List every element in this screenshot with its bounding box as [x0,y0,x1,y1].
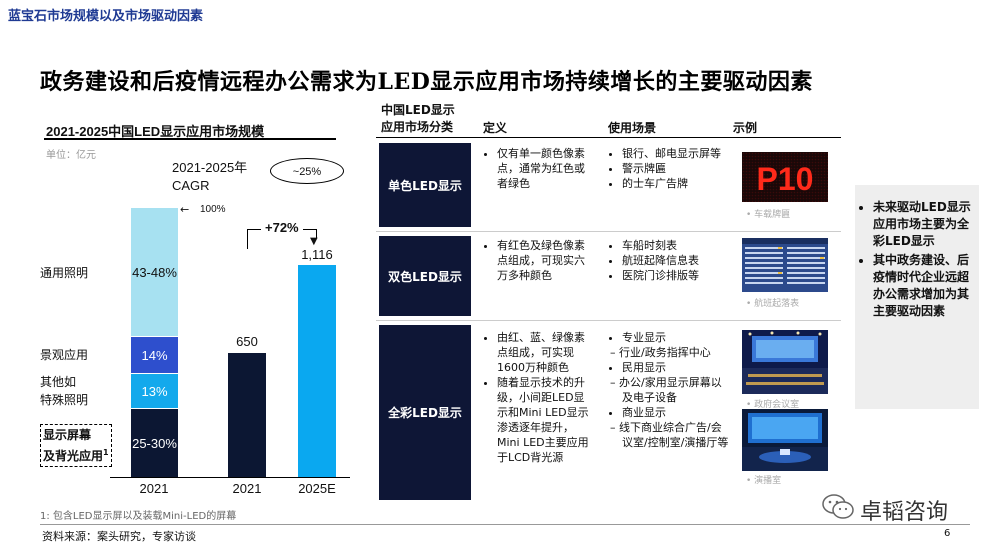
caption-studio: • 演播室 [746,476,782,486]
x-label-2021: 2021 [232,481,262,496]
arrow-down-icon: ▼ [310,236,318,247]
category-monochrome: 单色LED显示 [379,143,471,227]
unit-label: 单位：亿元 [46,150,96,161]
caption-government-room: • 政府会议室 [746,400,800,410]
scenes-monochrome: 银行、邮电显示屏等 警示牌匾 的士车广告牌 [608,146,728,191]
section-header: 蓝宝石市场规模以及市场驱动因素 [8,9,204,24]
takeaway-item: 未来驱动LED显示应用市场主要为全彩LED显示 [873,199,979,250]
definition-bicolor: 有红色及绿色像素点组成，可现实六万多种颜色 [483,238,595,283]
example-image-studio [742,409,828,471]
segment-value: 14% [141,347,168,363]
arrow-left-icon: ← [180,203,190,216]
led-sign-text: P10 [757,161,814,197]
cagr-label: 2021-2025年 CAGR [172,159,247,195]
example-image-led-sign: P10 [742,152,828,202]
source-note: 资料来源：案头研究，专家访谈 [42,530,196,543]
row-separator [376,320,841,321]
growth-bracket-right [303,229,317,230]
stack-total-label: 100% [200,204,226,215]
table-header-scenes: 使用场景 [608,121,657,135]
bar-2021 [228,353,266,477]
growth-bracket-right-vertical [316,229,317,239]
page-number: 6 [944,528,951,539]
stack-segment-landscape: 14% [131,337,178,373]
growth-bracket-left [247,229,261,230]
caption-bicolor: • 航班起落表 [746,299,800,309]
x-label-2025e: 2025E [298,481,336,496]
stack-segment-special-lighting: 13% [131,374,178,408]
key-takeaway-box: 未来驱动LED显示应用市场主要为全彩LED显示 其中政务建设、后疫情时代企业远超… [855,185,979,409]
segment-label-special-lighting: 其他如 特殊照明 [40,375,89,407]
studio-icon [742,413,828,471]
segment-value: 43-48% [132,264,177,280]
page-title: 政务建设和后疫情远程办公需求为LED显示应用市场持续增长的主要驱动因素 [40,69,813,95]
cagr-badge: ~25% [270,158,344,184]
example-image-flight-board [742,238,828,292]
row-separator [376,231,841,232]
takeaway-item: 其中政务建设、后疫情时代企业远超办公需求增加为其主要驱动因素 [873,252,979,320]
chart-title: 2021-2025中国LED显示应用市场规模 [46,124,265,139]
wechat-logo-icon [821,492,855,522]
chart-baseline [110,477,350,478]
scenes-fullcolor: 专业显示 行业/政务指挥中心 民用显示 办公/家用显示屏幕以及电子设备 商业显示… [608,330,732,450]
meeting-room-icon [742,331,828,394]
footer-rule [40,524,970,525]
segment-value: 25-30% [132,435,177,451]
growth-bracket-left-vertical [247,229,248,249]
flight-board-icon [742,238,828,284]
segment-label-display: 显示屏幕 及背光应用1 [40,424,112,467]
scenes-bicolor: 车船时刻表 航班起降信息表 医院门诊排版等 [608,238,728,283]
category-fullcolor: 全彩LED显示 [379,325,471,500]
table-header-example: 示例 [733,121,758,135]
table-header-category: 中国LED显示 应用市场分类 [381,103,455,134]
stack-segment-display: 25-30% [131,409,178,477]
table-header-rule [376,137,841,138]
brand-logo-text: 卓韬咨询 [860,500,949,525]
caption-monochrome: • 车载牌匾 [746,210,791,220]
bar-2025e [298,265,336,477]
led-p10-sign-icon: P10 [742,152,828,202]
growth-label: +72% [265,220,299,235]
cagr-label-line2: CAGR [172,178,210,193]
category-bicolor: 双色LED显示 [379,236,471,316]
segment-label-landscape: 景观应用 [40,348,89,362]
chart-footnote: 1: 包含LED显示屏以及装载Mini-LED的屏幕 [40,511,237,522]
segment-label-general-lighting: 通用照明 [40,266,89,280]
stack-segment-general-lighting: 43-48% [131,208,178,336]
chart-title-rule [44,138,336,140]
definition-monochrome: 仅有单一颜色像素点，通常为红色或者绿色 [483,146,595,191]
table-header-definition: 定义 [483,121,508,135]
example-image-government-meeting-room [742,330,828,394]
bar-2021-value: 650 [236,334,258,349]
segment-value: 13% [141,383,168,399]
bar-2025e-value: 1,116 [301,247,333,262]
definition-fullcolor: 由红、蓝、绿像素点组成，可实现1600万种颜色 随着显示技术的升级，小间距LED… [483,330,595,465]
x-label-stack: 2021 [139,481,169,496]
cagr-label-line1: 2021-2025年 [172,160,248,175]
